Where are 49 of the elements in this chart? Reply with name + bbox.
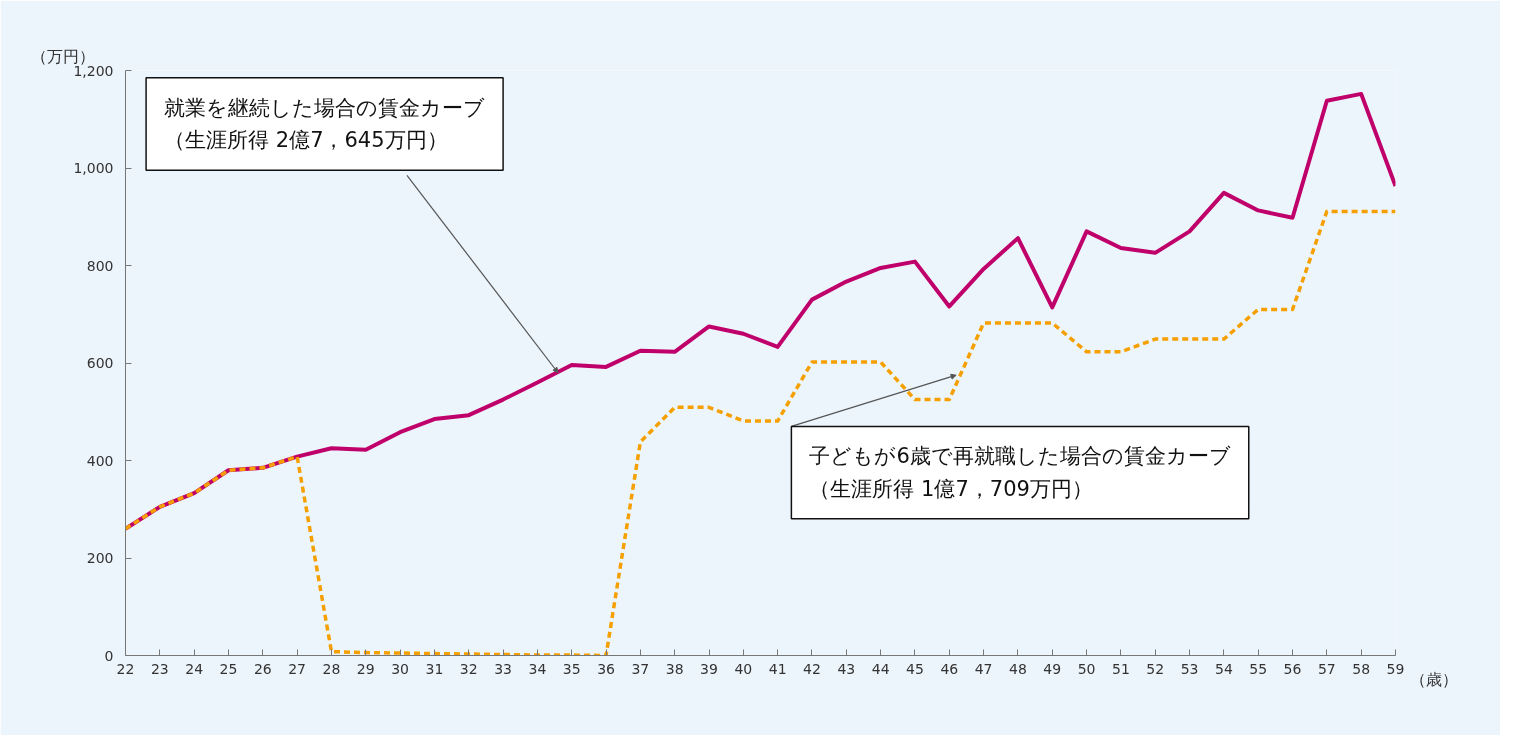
x-tick-label: 40 (734, 660, 753, 677)
x-tick-label: 38 (665, 660, 684, 677)
x-tick-label: 32 (459, 660, 478, 677)
y-tick-label: 400 (86, 452, 114, 469)
x-tick-label: 51 (1112, 660, 1130, 677)
x-tick-label: 34 (528, 660, 547, 677)
x-tick-label: 47 (974, 660, 993, 677)
x-tick-label: 53 (1180, 660, 1199, 677)
line-series (125, 91, 1396, 531)
x-tick-label: 22 (116, 660, 135, 677)
x-tick-label: 43 (837, 660, 856, 677)
y-axis-title: （万円） (30, 46, 95, 66)
x-tick-label: 54 (1214, 660, 1233, 677)
x-tick-label: 29 (356, 660, 375, 677)
x-tick-label: 41 (768, 660, 787, 677)
x-tick-label: 23 (150, 660, 169, 677)
x-tick-label: 25 (219, 660, 238, 677)
x-tick-label: 46 (940, 660, 959, 677)
x-tick-label: 24 (185, 660, 204, 677)
x-tick-label: 35 (562, 660, 581, 677)
y-tick-label: 600 (86, 355, 114, 371)
x-tick-label: 52 (1146, 660, 1165, 677)
x-axis-title: （歳） (1409, 669, 1458, 689)
x-tick-label: 30 (391, 660, 410, 677)
x-tick-label: 28 (322, 660, 341, 677)
x-tick-label: 59 (1386, 660, 1405, 677)
x-tick-label: 58 (1352, 660, 1371, 677)
x-tick-label: 31 (425, 660, 444, 677)
y-tick-label: 0 (104, 647, 114, 664)
y-tick-label: 800 (86, 257, 114, 274)
x-tick-label: 27 (288, 660, 307, 677)
x-tick-label: 37 (631, 660, 650, 677)
x-tick-label: 56 (1283, 660, 1302, 677)
x-tick-label: 42 (803, 660, 821, 677)
x-tick-label: 55 (1249, 660, 1268, 677)
x-tick-label: 57 (1317, 660, 1336, 677)
x-tick-label: 48 (1009, 660, 1027, 677)
y-tick-label: 200 (86, 550, 114, 566)
x-tick-label: 26 (253, 660, 272, 677)
x-tick-label: 44 (871, 660, 890, 677)
x-tick-label: 49 (1043, 660, 1062, 677)
annotation: 就業を継続した場合の賃金カーブ（生涯所得 2億7，645万円） (164, 95, 486, 153)
annotation: 子どもが6歳で再就職した場合の賃金カーブ（生涯所得 1億7，709万円） (809, 444, 1231, 501)
x-tick-label: 36 (597, 660, 616, 677)
x-tick-label: 50 (1077, 660, 1096, 677)
x-tick-label: 39 (700, 660, 718, 677)
x-tick-label: 33 (494, 660, 512, 677)
x-tick-label: 45 (906, 660, 924, 677)
y-tick-label: 1,000 (73, 160, 114, 176)
